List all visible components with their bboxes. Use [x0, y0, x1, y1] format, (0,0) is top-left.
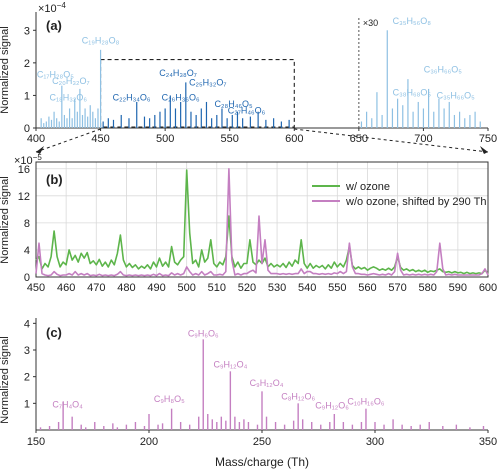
panel-b: ×10−5 (b) Normalized signal w/ ozone w/o… [0, 153, 497, 294]
series-line-without-ozone [35, 168, 489, 277]
panel-b-y-label: Normalized signal [0, 176, 11, 263]
panel-a-x-tick-label: 400 [27, 133, 45, 145]
panel-b-legend: w/ ozone w/o ozone, shifted by 290 Th [312, 181, 486, 208]
panel-b-x-tick-label: 570 [388, 282, 406, 294]
x-axis-title: Mass/charge (Th) [215, 455, 309, 469]
panel-a-x-tick-label: 750 [479, 133, 497, 145]
panel-c-x-tick-label: 250 [253, 436, 271, 448]
panel-c-peak-label: C₉H₈O₅ [154, 394, 185, 404]
panel-a-peak-label: C₃₅H₅₆O₈ [393, 16, 432, 26]
panel-a-peak-label: C₃₅H₆₆O₅ [437, 91, 476, 101]
panel-a-y-tick-label: 1 [24, 90, 30, 102]
panel-c-y-tick-label: 2 [24, 372, 30, 384]
legend-label-without-ozone: w/o ozone, shifted by 290 Th [345, 196, 486, 208]
panel-a-peak-label: C₂₇H₄₆O₆ [228, 105, 266, 115]
panel-b-x-tick-label: 490 [147, 282, 165, 294]
panel-a: ×10−4 (a) Normalized signal ×30 400 450 50… [0, 1, 497, 154]
panel-c-x-tick-label: 300 [366, 436, 384, 448]
panel-a-zoom-box [100, 59, 295, 128]
panel-c-peak-label: C₈H₁₂O₆ [281, 391, 315, 401]
panel-a-x-tick-label: 450 [91, 133, 109, 145]
panel-c-x-tick-label: 200 [140, 436, 158, 448]
panel-a-peak-label: C₃₈H₆₈O₅ [393, 87, 432, 97]
panel-c-peak-label: C₁₀H₁₆O₆ [347, 397, 384, 407]
panel-b-y-tick-label: 4 [24, 245, 30, 257]
panel-c-peak-label: C₉H₁₂O₄ [250, 378, 284, 388]
panel-a-peak-label: C₂₅H₃₂O₇ [189, 78, 226, 88]
panel-c-peak-label: C₉H₁₂O₆ [315, 401, 349, 411]
panel-b-x-tick-label: 550 [328, 282, 346, 294]
panel-b-x-tick-label: 470 [87, 282, 105, 294]
panel-a-peak-label: C₁₇H₂₈O₅ [37, 70, 74, 80]
panel-b-x-tick-label: 500 [177, 282, 195, 294]
panel-c-y-label: Normalized signal [0, 336, 11, 423]
panel-a-peak-label: C₂₄H₃₈O₇ [159, 68, 197, 78]
panel-b-x-tick-label: 600 [479, 282, 497, 294]
panel-a-y-tick-label: 2 [24, 58, 30, 70]
panel-c: (c) Normalized signal Mass/charge (Th) 1… [0, 318, 497, 469]
panel-a-peak-label: C₂₀H₃₂O₇ [52, 76, 89, 86]
panel-a-y-label: Normalized signal [0, 26, 11, 113]
panel-c-peak-label: C₉H₁₂O₄ [213, 359, 247, 369]
panel-b-x-tick-label: 540 [298, 282, 316, 294]
panel-a-scale-label: ×10−4 [38, 1, 66, 15]
panel-b-x-tick-label: 460 [57, 282, 75, 294]
panel-a-x-tick-label: 500 [156, 133, 174, 145]
legend-label-with-ozone: w/ ozone [345, 181, 390, 193]
panel-c-x-tick-label: 350 [479, 436, 497, 448]
panel-c-y-tick-label: 4 [24, 318, 30, 330]
panel-a-label: (a) [46, 18, 62, 33]
panel-b-x-tick-label: 580 [419, 282, 437, 294]
panel-b-y-tick-label: 0 [24, 272, 30, 284]
panel-a-multiplier-label: ×30 [363, 18, 378, 28]
panel-c-y-tick-label: 1 [24, 398, 30, 410]
panel-c-peak-label: C₉H₆O₆ [188, 329, 219, 339]
panel-a-peak-label: C₃₆H₆₆O₅ [424, 65, 463, 75]
panel-b-x-tick-label: 510 [208, 282, 226, 294]
panel-c-y-tick-label: 3 [24, 345, 30, 357]
panel-b-y-tick-label: 12 [18, 191, 30, 203]
panel-a-x-tick-label: 700 [414, 133, 432, 145]
zoom-connector-right [294, 128, 489, 153]
panel-b-x-tick-label: 520 [238, 282, 256, 294]
zoom-arrow-right [480, 146, 488, 154]
panel-a-y-tick-label: 0 [24, 123, 30, 135]
panel-b-frame [35, 161, 489, 278]
panel-a-peak-label: C₂₂H₃₄O₆ [113, 92, 151, 102]
panel-b-x-tick-label: 480 [117, 282, 135, 294]
panel-b-x-tick-label: 530 [268, 282, 286, 294]
panel-b-x-tick-label: 590 [449, 282, 467, 294]
panel-a-peak-label: C₂₆H₃₆O₆ [162, 92, 200, 102]
panel-b-label: (b) [46, 172, 63, 187]
panel-b-x-tick-label: 450 [27, 282, 45, 294]
panel-b-y-tick-label: 8 [24, 218, 30, 230]
panel-a-x-tick-label: 650 [350, 133, 368, 145]
panel-a-peak-label: C₁₈H₃₂O₆ [50, 92, 88, 102]
panel-a-y-tick-label: 3 [24, 25, 30, 37]
panel-a-x-tick-label: 600 [285, 133, 303, 145]
panel-c-label: (c) [46, 325, 62, 340]
panel-a-peak-label: C₂₈H₄₆O₅ [215, 99, 254, 109]
panel-c-peak-label: C₇H₄O₄ [52, 399, 83, 409]
panel-b-x-tick-label: 560 [358, 282, 376, 294]
panel-a-x-tick-label: 550 [221, 133, 239, 145]
panel-c-x-tick-label: 150 [27, 436, 45, 448]
panel-a-peak-label: C₁₉H₂₈O₈ [82, 35, 120, 45]
panel-b-scale-label: ×10−5 [14, 153, 42, 167]
zoom-arrow-left [36, 146, 44, 154]
panel-b-y-tick-label: 16 [18, 164, 30, 176]
